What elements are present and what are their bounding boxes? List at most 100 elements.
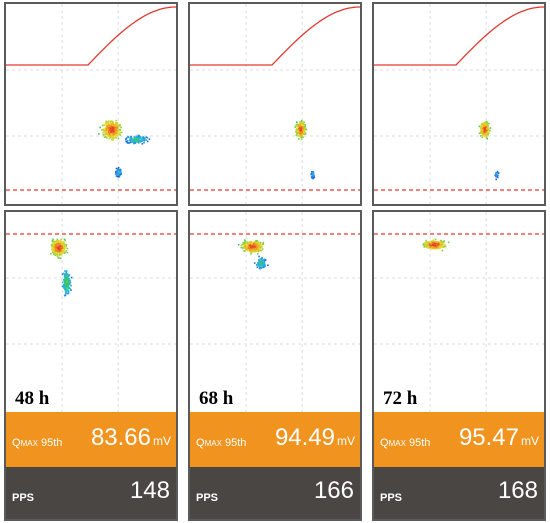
scatter-point (247, 244, 249, 246)
scatter-point (68, 280, 70, 282)
scatter-point (66, 273, 69, 275)
scatter-point (57, 242, 60, 245)
scatter-point (247, 248, 250, 251)
scatter-point (62, 245, 64, 247)
scatter-point (250, 245, 253, 248)
scatter-point (486, 137, 488, 140)
scatter-point (261, 249, 263, 252)
scatter-point (107, 122, 110, 124)
scatter-point (426, 244, 429, 246)
scatter-point (444, 245, 446, 248)
scatter-point (428, 247, 430, 249)
scatter-point (70, 276, 73, 279)
scatter-point (296, 125, 298, 127)
scatter-point (125, 138, 127, 141)
scatter-point (486, 127, 488, 129)
scatter-point (66, 251, 69, 254)
scatter-point (52, 240, 55, 243)
scatter-point (263, 259, 266, 262)
scatter-point (63, 246, 65, 249)
scatter-point (132, 140, 135, 143)
scatter-point (64, 280, 66, 283)
scatter-point (54, 246, 56, 249)
scatter-point (98, 133, 100, 135)
scatter-point (482, 132, 485, 134)
scatter-point (61, 243, 63, 245)
scatter-point (483, 122, 486, 124)
scatter-point (103, 124, 105, 126)
scatter-point (435, 244, 438, 246)
scatter-point (59, 239, 62, 242)
scatter-point (118, 176, 120, 178)
scatter-point (485, 121, 488, 123)
phase-plot-positive-svg (374, 4, 544, 204)
scatter-point (56, 248, 58, 251)
scatter-point (68, 274, 71, 276)
phase-plot-negative: 48 h QMAX 95th 83.66 mV PPS 148 (4, 210, 178, 521)
scatter-point (436, 247, 438, 250)
scatter-point (59, 253, 62, 256)
scatter-point (104, 133, 107, 135)
scatter-point (103, 130, 106, 132)
scatter-point (64, 276, 67, 278)
scatter-point (482, 123, 484, 125)
scatter-point (300, 119, 303, 122)
scatter-point (119, 129, 122, 131)
scatter-point (495, 174, 498, 176)
scatter-point (311, 176, 314, 178)
scatter-point (435, 242, 438, 244)
scatter-point (297, 138, 300, 140)
scatter-point (135, 135, 137, 138)
scatter-point (119, 169, 122, 172)
scatter-point (60, 238, 63, 241)
scatter-point (253, 244, 255, 247)
scatter-point (106, 125, 108, 128)
scatter-point (67, 286, 70, 289)
scatter-point (111, 130, 114, 132)
scatter-point (263, 258, 266, 261)
scatter-point (137, 134, 139, 137)
qmax-label-suffix: 95th (405, 437, 431, 449)
bottom-grid (6, 212, 176, 412)
scatter-point (255, 243, 257, 246)
scatter-point (434, 244, 436, 247)
scatter-point (67, 284, 70, 287)
scatter-point (143, 141, 145, 144)
scatter-point (111, 120, 113, 123)
scatter-point (311, 173, 314, 176)
scatter-point (443, 240, 445, 242)
scatter-point (139, 137, 142, 140)
scatter-point (259, 264, 262, 266)
scatter-point (57, 247, 60, 250)
scatter-point (300, 138, 303, 140)
scatter-point (115, 167, 118, 170)
scatter-point (300, 127, 303, 129)
scatter-point (111, 138, 113, 141)
scatter-point (52, 243, 54, 246)
bottom-grid (374, 212, 544, 412)
scatter-point (429, 243, 431, 245)
scatter-point (248, 246, 251, 249)
scatter-point (65, 291, 67, 294)
scatter-point (259, 245, 261, 248)
scatter-point (52, 238, 54, 241)
scatter-point (261, 261, 264, 263)
scatter-point (117, 126, 120, 128)
pps-label: PPS (12, 492, 35, 504)
scatter-point (257, 263, 260, 265)
qmax-label: QMAX 95th (12, 437, 62, 449)
scatter-point (65, 250, 67, 252)
scatter-point (256, 246, 258, 249)
scatter-point (424, 245, 426, 248)
scatter-point (108, 120, 110, 122)
scatter-point (261, 259, 263, 261)
scatter-point (57, 240, 59, 243)
negative-cluster-tail (61, 270, 73, 297)
scatter-point (137, 140, 140, 143)
scatter-point (63, 248, 65, 251)
scatter-point (263, 266, 265, 269)
scatter-point (245, 243, 248, 246)
scatter-point (250, 243, 253, 246)
scatter-point (120, 173, 123, 175)
scatter-point (300, 136, 302, 138)
